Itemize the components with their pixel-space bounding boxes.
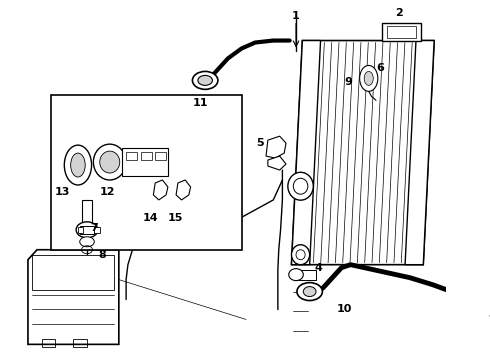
- Text: 10: 10: [337, 305, 352, 315]
- Text: 11: 11: [193, 98, 208, 108]
- Ellipse shape: [289, 269, 303, 280]
- Text: 12: 12: [100, 187, 116, 197]
- Circle shape: [288, 172, 313, 200]
- Text: 6: 6: [377, 63, 385, 73]
- Bar: [50, 95, 242, 250]
- Bar: [80, 226, 94, 234]
- Polygon shape: [28, 250, 119, 345]
- Ellipse shape: [297, 283, 322, 301]
- Text: 1: 1: [292, 11, 300, 21]
- Ellipse shape: [71, 153, 85, 177]
- Ellipse shape: [64, 145, 92, 185]
- Text: 9: 9: [344, 77, 352, 87]
- Circle shape: [292, 245, 310, 265]
- Ellipse shape: [364, 71, 373, 85]
- Bar: [387, 26, 416, 37]
- Bar: [487, 302, 490, 318]
- Text: 15: 15: [168, 213, 183, 223]
- Bar: [94, 227, 100, 233]
- Ellipse shape: [198, 75, 213, 85]
- Text: 8: 8: [98, 250, 106, 260]
- Ellipse shape: [76, 222, 98, 238]
- Bar: [78, 227, 83, 233]
- Bar: [122, 148, 168, 176]
- Text: 14: 14: [143, 213, 158, 223]
- Polygon shape: [405, 41, 434, 265]
- Ellipse shape: [94, 144, 126, 180]
- Bar: [74, 339, 87, 347]
- Text: 5: 5: [256, 138, 264, 148]
- Bar: [32, 255, 114, 289]
- Text: 13: 13: [55, 187, 70, 197]
- Bar: [382, 23, 420, 41]
- Bar: [155, 152, 166, 160]
- Bar: [141, 152, 151, 160]
- Bar: [298, 270, 316, 280]
- Polygon shape: [153, 180, 168, 200]
- Polygon shape: [268, 156, 286, 170]
- Text: 2: 2: [395, 8, 403, 18]
- Bar: [126, 152, 137, 160]
- Polygon shape: [266, 136, 286, 158]
- Bar: [82, 200, 92, 225]
- Text: 4: 4: [315, 263, 323, 273]
- Ellipse shape: [80, 237, 94, 247]
- Text: 7: 7: [91, 223, 98, 233]
- Bar: [42, 339, 55, 347]
- Polygon shape: [292, 41, 320, 265]
- Ellipse shape: [360, 66, 378, 91]
- Polygon shape: [176, 180, 191, 200]
- Polygon shape: [292, 41, 434, 265]
- Ellipse shape: [193, 71, 218, 89]
- Ellipse shape: [100, 151, 120, 173]
- Ellipse shape: [303, 287, 316, 297]
- Text: 3: 3: [489, 310, 490, 319]
